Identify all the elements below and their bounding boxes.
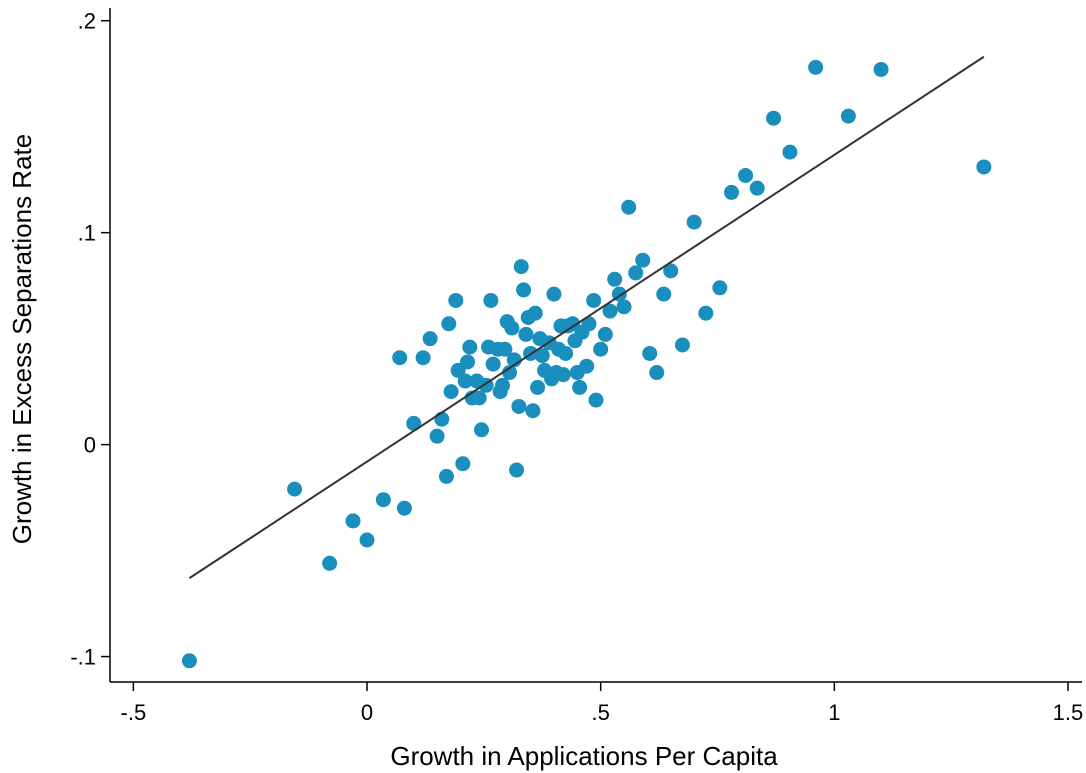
data-point (607, 271, 623, 287)
y-tick-label: .1 (78, 221, 96, 246)
data-point (588, 392, 604, 408)
data-point (749, 180, 765, 196)
data-point (738, 167, 754, 183)
data-point (766, 110, 782, 126)
data-point (602, 303, 618, 319)
y-tick-label: 0 (84, 433, 96, 458)
axes: -.5 0 .5 1 1.5 -.1 0 .1 .2 (70, 8, 1083, 725)
data-point (649, 365, 665, 381)
x-ticks: -.5 0 .5 1 1.5 (121, 682, 1084, 725)
data-point (471, 390, 487, 406)
data-point (392, 350, 408, 366)
data-point (593, 341, 609, 357)
data-point (516, 282, 532, 298)
data-point (628, 265, 644, 281)
data-point (586, 292, 602, 308)
x-tick-label: 1.5 (1053, 700, 1084, 725)
fit-line (188, 55, 985, 579)
data-point (840, 108, 856, 124)
data-point (616, 299, 632, 315)
data-point (441, 316, 457, 332)
x-axis-title: Growth in Applications Per Capita (390, 741, 778, 771)
data-point (558, 345, 574, 361)
y-ticks: -.1 0 .1 .2 (70, 9, 110, 670)
data-point (527, 305, 543, 321)
data-point (635, 252, 651, 268)
x-tick-label: .5 (591, 700, 609, 725)
data-point (448, 292, 464, 308)
data-point (459, 354, 475, 370)
data-point (443, 384, 459, 400)
data-point (359, 532, 375, 548)
data-point (406, 415, 422, 431)
y-tick-label: -.1 (70, 645, 96, 670)
data-point (555, 367, 571, 383)
x-tick-label: 1 (828, 700, 840, 725)
data-point (686, 214, 702, 230)
data-point (663, 263, 679, 279)
data-point (415, 350, 431, 366)
data-point (462, 339, 478, 355)
data-point (534, 348, 550, 364)
data-point (621, 199, 637, 215)
data-point (642, 345, 658, 361)
data-point (579, 358, 595, 374)
data-point (495, 377, 511, 393)
data-point (497, 341, 513, 357)
data-point (457, 373, 473, 389)
data-point (483, 292, 499, 308)
data-point (518, 326, 534, 342)
data-point (674, 337, 690, 353)
x-tick-label: 0 (361, 700, 373, 725)
data-point (513, 259, 529, 275)
data-point (712, 280, 728, 296)
data-point (546, 286, 562, 302)
data-point (474, 422, 490, 438)
data-point (511, 398, 527, 414)
data-point (322, 555, 338, 571)
y-tick-label: .2 (78, 9, 96, 34)
data-point (581, 316, 597, 332)
data-point (422, 331, 438, 347)
data-point (181, 653, 197, 669)
data-point (502, 365, 518, 381)
data-point (375, 492, 391, 508)
data-point (698, 305, 714, 321)
data-point (976, 159, 992, 175)
data-point (724, 184, 740, 200)
data-point (396, 500, 412, 516)
data-point (287, 481, 303, 497)
data-point (808, 59, 824, 75)
data-point (434, 411, 450, 427)
data-point (345, 513, 361, 529)
data-point (656, 286, 672, 302)
data-point (509, 462, 525, 478)
data-point (873, 61, 889, 77)
data-point (485, 356, 501, 372)
data-point (438, 468, 454, 484)
data-point (504, 320, 520, 336)
data-point (597, 326, 613, 342)
data-point (572, 379, 588, 395)
data-point (782, 144, 798, 160)
data-point (525, 403, 541, 419)
data-point (429, 428, 445, 444)
y-axis-title: Growth in Excess Separations Rate (7, 134, 37, 544)
x-tick-label: -.5 (121, 700, 147, 725)
data-point (455, 456, 471, 472)
data-points (181, 59, 992, 669)
data-point (530, 379, 546, 395)
